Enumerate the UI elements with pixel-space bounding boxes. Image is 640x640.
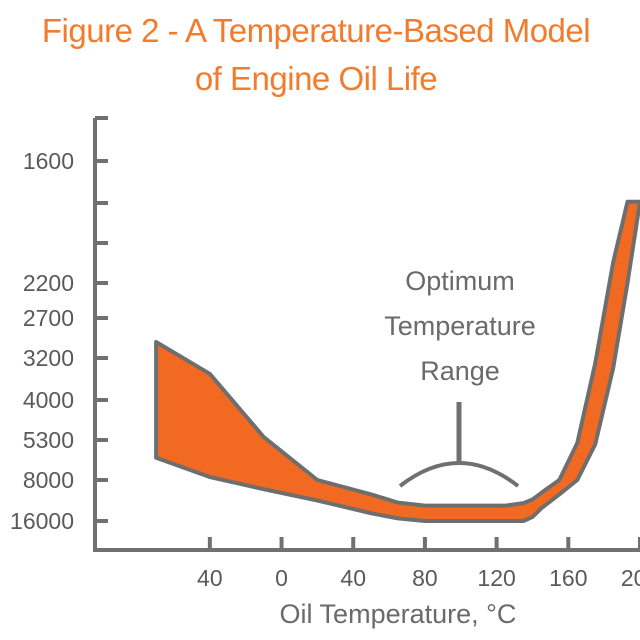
y-tick-label: 5300 [23, 427, 74, 453]
oil-life-band [154, 199, 640, 523]
annotation-line-1: Optimum [405, 266, 515, 296]
y-tick-label: 4000 [23, 387, 74, 413]
x-tick-label: 200 [621, 565, 640, 591]
annotation-line-2: Temperature [384, 311, 536, 341]
y-tick-label: 2200 [23, 270, 74, 296]
x-tick-label: 40 [340, 565, 366, 591]
x-tick-label: 0 [275, 565, 288, 591]
x-tick-label: 80 [412, 565, 438, 591]
y-tick-label: 16000 [10, 508, 74, 534]
x-tick-label: 160 [549, 565, 587, 591]
y-tick-label: 8000 [23, 467, 74, 493]
annotation-bracket [398, 461, 520, 488]
y-tick-label: 2700 [23, 305, 74, 331]
x-tick-label: 120 [477, 565, 515, 591]
annotation-line-3: Range [420, 356, 500, 386]
chart-subtitle: of Engine Oil Life [194, 60, 438, 97]
x-axis-label: Oil Temperature, °C [280, 599, 517, 629]
x-tick-label: 40 [197, 565, 223, 591]
y-tick-label: 1600 [23, 148, 74, 174]
y-tick-label: 3200 [23, 345, 74, 371]
chart-title: Figure 2 - A Temperature-Based Model [41, 12, 591, 49]
